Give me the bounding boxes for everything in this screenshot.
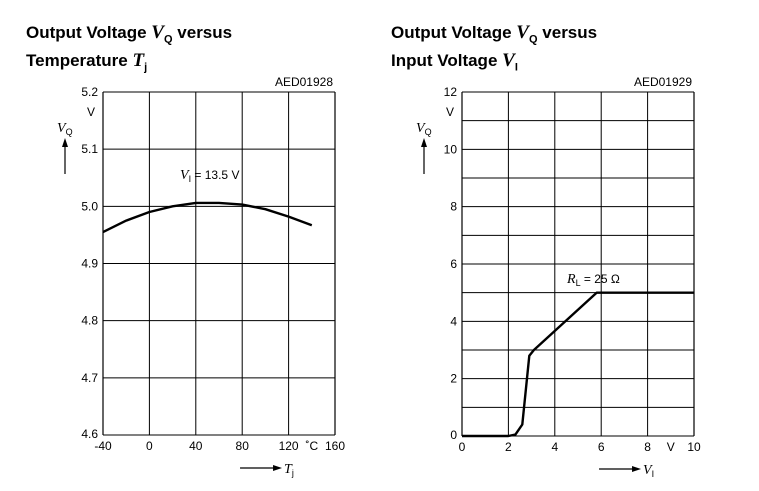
y-tick-label: 5.0 (81, 199, 98, 213)
y-unit-label: V (87, 105, 95, 119)
y-tick-label: 5.1 (81, 142, 98, 156)
series-line (462, 291, 694, 438)
y-tick-label: 4.9 (81, 257, 98, 271)
x-tick-label: 0 (459, 440, 466, 454)
x-tick-label: 4 (551, 440, 558, 454)
chart-code: AED01929 (634, 75, 692, 89)
y-tick-label: 4.6 (81, 427, 98, 441)
x-axis-arrowhead (632, 466, 642, 472)
x-axis-label: VI (643, 463, 654, 479)
x-tick-label: 120 (279, 439, 299, 453)
y-tick-label: 4 (450, 314, 457, 328)
chart-code: AED01928 (275, 75, 333, 89)
x-tick-label: 160 (325, 439, 345, 453)
x-tick-label: 0 (146, 439, 153, 453)
x-tick-label: 8 (644, 440, 651, 454)
x-tick-label: -40 (94, 439, 112, 453)
y-tick-label: 8 (450, 200, 457, 214)
y-axis-label: VQ (416, 121, 432, 137)
y-tick-label: 10 (444, 142, 458, 156)
y-tick-label: 0 (450, 428, 457, 442)
y-tick-label: 12 (444, 85, 458, 99)
x-unit-label: V (667, 440, 675, 454)
chart2-title: Output Voltage VQ versus Input Voltage V… (391, 22, 598, 74)
x-axis-arrowhead (273, 465, 283, 471)
y-unit-label: V (446, 105, 454, 119)
curve-annotation: VI = 13.5 V (180, 168, 239, 184)
y-axis-label: VQ (57, 121, 73, 137)
x-axis-label: Tj (284, 462, 294, 478)
y-tick-label: 5.2 (81, 85, 98, 99)
series-line (102, 201, 313, 234)
y-axis-arrowhead (421, 138, 427, 147)
x-tick-label: 10 (687, 440, 701, 454)
x-tick-label: 2 (505, 440, 512, 454)
y-axis-arrowhead (62, 138, 68, 147)
x-tick-label: 80 (236, 439, 250, 453)
y-tick-label: 2 (450, 372, 457, 386)
x-unit-label: ˚C (305, 439, 318, 453)
y-tick-label: 4.8 (81, 314, 98, 328)
x-tick-label: 40 (189, 439, 203, 453)
x-tick-label: 6 (598, 440, 605, 454)
curve-annotation: RL = 25 Ω (566, 272, 620, 288)
chart1-title: Output Voltage VQ versus Temperature Tj (26, 22, 233, 74)
y-tick-label: 4.7 (81, 371, 98, 385)
y-tick-label: 6 (450, 257, 457, 271)
